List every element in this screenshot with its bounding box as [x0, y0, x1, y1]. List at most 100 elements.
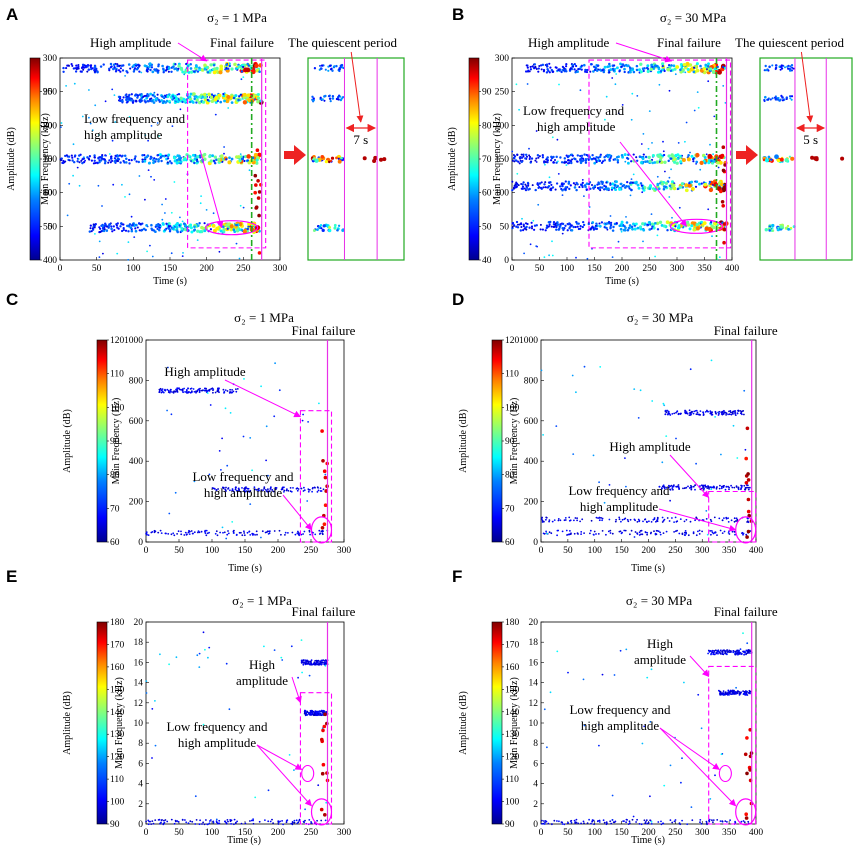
data-point [295, 534, 297, 536]
y-tick-label: 16 [529, 658, 539, 668]
data-point [651, 521, 653, 523]
data-point [317, 713, 319, 715]
data-point [649, 819, 651, 821]
data-point [558, 520, 560, 522]
data-point [162, 101, 165, 104]
annotation-arrow [660, 728, 736, 806]
data-point [185, 391, 187, 393]
data-point [121, 100, 124, 103]
colorbar-label: Amplitude (dB) [458, 409, 469, 473]
data-point [710, 160, 713, 163]
data-point [196, 390, 198, 392]
data-point [161, 532, 163, 534]
data-point [675, 412, 677, 414]
data-point [296, 819, 298, 821]
data-point [286, 490, 288, 492]
data-point [619, 518, 621, 520]
data-point [598, 745, 600, 747]
data-point [320, 820, 322, 822]
data-point [637, 521, 639, 523]
data-point [552, 255, 554, 257]
data-point [172, 66, 175, 69]
data-point [707, 411, 709, 413]
data-point [631, 178, 633, 180]
colorbar-tick-label: 70 [482, 155, 492, 165]
data-point [599, 160, 601, 162]
data-point [139, 229, 141, 231]
inset-point [785, 158, 789, 162]
data-point [692, 158, 694, 160]
data-point [635, 181, 638, 184]
data-point [717, 653, 719, 655]
data-point [72, 175, 74, 177]
data-point [701, 727, 703, 729]
data-point [666, 531, 668, 533]
data-point [524, 187, 526, 189]
data-point [131, 159, 133, 161]
data-point [693, 71, 696, 74]
data-point [209, 63, 212, 66]
data-point [141, 154, 143, 156]
data-point [731, 487, 733, 489]
data-point [204, 222, 206, 224]
data-point [586, 182, 589, 185]
data-point [704, 156, 707, 159]
data-point [534, 66, 536, 68]
data-point [226, 95, 230, 99]
data-point [627, 520, 629, 522]
data-point [225, 64, 228, 67]
data-point [521, 218, 523, 220]
colorbar-tick-label: 60 [482, 189, 492, 199]
data-point [672, 184, 676, 188]
inset-point [325, 69, 327, 71]
data-point [197, 239, 199, 241]
data-point [618, 241, 620, 243]
data-point [256, 530, 258, 532]
chart-title: σ₂ = 30 MPa [660, 10, 726, 25]
high-amplitude-point [320, 429, 324, 433]
data-point [222, 527, 224, 529]
data-point [601, 186, 603, 188]
colorbar-tick-label: 50 [482, 222, 492, 232]
data-point [243, 160, 245, 162]
data-point [583, 821, 585, 823]
data-point [733, 650, 735, 652]
colorbar-tick-label: 180 [505, 618, 520, 628]
data-point [172, 95, 175, 98]
colorbar-label: Amplitude (dB) [62, 409, 73, 473]
data-point [637, 533, 639, 535]
data-point [722, 519, 724, 521]
data-point [582, 158, 584, 160]
data-point [699, 161, 703, 165]
high-amplitude-point [254, 174, 258, 178]
data-point [723, 694, 725, 696]
data-point [569, 223, 571, 225]
data-point [128, 63, 131, 66]
data-point [189, 820, 191, 822]
data-point [707, 154, 712, 159]
data-point [636, 65, 639, 68]
data-point [301, 672, 303, 674]
data-point [151, 100, 154, 103]
data-point [302, 533, 304, 535]
data-point [236, 243, 238, 245]
data-point [159, 653, 161, 655]
inset-point [781, 64, 783, 66]
data-point [589, 71, 591, 73]
colorbar [469, 58, 479, 260]
data-point [321, 490, 323, 492]
data-point [674, 225, 676, 227]
data-point [184, 819, 186, 821]
data-point [712, 71, 715, 74]
data-point [710, 221, 712, 223]
data-point [160, 530, 162, 532]
inset-point [340, 65, 342, 67]
data-point [274, 649, 276, 651]
data-point [94, 160, 96, 162]
data-point [532, 65, 534, 67]
data-point [651, 226, 653, 228]
inset-point [789, 97, 791, 99]
data-point [719, 693, 721, 695]
x-tick-label: 100 [588, 546, 603, 556]
data-point [114, 155, 116, 157]
